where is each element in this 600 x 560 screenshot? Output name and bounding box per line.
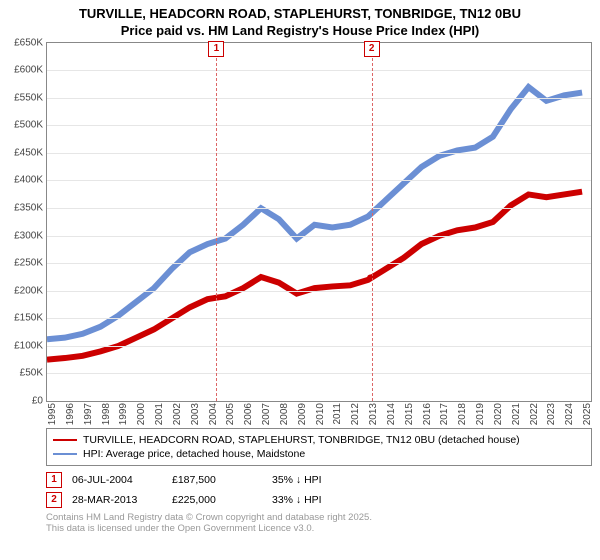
title-line-1: TURVILLE, HEADCORN ROAD, STAPLEHURST, TO… [8, 6, 592, 23]
y-axis-label: £100K [14, 340, 47, 351]
event-row: 2 28-MAR-2013 £225,000 33% ↓ HPI [46, 490, 592, 510]
plot-wrap: £0£50K£100K£150K£200K£250K£300K£350K£400… [46, 42, 592, 422]
legend: TURVILLE, HEADCORN ROAD, STAPLEHURST, TO… [46, 428, 592, 466]
x-axis-label: 2000 [136, 403, 147, 425]
event-badge: 1 [208, 41, 224, 57]
x-axis-label: 2018 [457, 403, 468, 425]
x-axis-label: 2015 [404, 403, 415, 425]
legend-label: HPI: Average price, detached house, Maid… [83, 448, 305, 460]
x-axis-label: 2006 [243, 403, 254, 425]
x-axis-label: 2014 [386, 403, 397, 425]
legend-row: HPI: Average price, detached house, Maid… [53, 447, 585, 461]
y-axis-label: £250K [14, 258, 47, 269]
x-axis-label: 2016 [422, 403, 433, 425]
gridline [47, 236, 591, 237]
legend-row: TURVILLE, HEADCORN ROAD, STAPLEHURST, TO… [53, 433, 585, 447]
gridline [47, 125, 591, 126]
legend-swatch [53, 439, 77, 441]
event-price: £187,500 [172, 474, 262, 486]
event-row-badge: 1 [46, 472, 62, 488]
gridline [47, 291, 591, 292]
event-delta: 33% ↓ HPI [272, 494, 362, 506]
y-axis-label: £200K [14, 285, 47, 296]
y-axis-label: £50K [20, 368, 47, 379]
gridline [47, 70, 591, 71]
footnote-line-2: This data is licensed under the Open Gov… [46, 523, 592, 534]
x-axis-label: 2021 [511, 403, 522, 425]
event-marker-line [372, 43, 373, 401]
y-axis-label: £450K [14, 147, 47, 158]
event-date: 28-MAR-2013 [72, 494, 162, 506]
y-axis-label: £150K [14, 313, 47, 324]
legend-label: TURVILLE, HEADCORN ROAD, STAPLEHURST, TO… [83, 434, 520, 446]
gridline [47, 180, 591, 181]
x-axis-label: 1995 [47, 403, 58, 425]
gridline [47, 153, 591, 154]
event-date: 06-JUL-2004 [72, 474, 162, 486]
x-axis-label: 2007 [261, 403, 272, 425]
event-row: 1 06-JUL-2004 £187,500 35% ↓ HPI [46, 470, 592, 490]
y-axis-label: £300K [14, 230, 47, 241]
x-axis-label: 1997 [83, 403, 94, 425]
y-axis-label: £500K [14, 120, 47, 131]
event-badge: 2 [364, 41, 380, 57]
legend-swatch [53, 453, 77, 455]
gridline [47, 263, 591, 264]
x-axis-label: 2012 [350, 403, 361, 425]
x-axis-label: 1996 [65, 403, 76, 425]
gridline [47, 346, 591, 347]
y-axis-label: £0 [32, 395, 47, 406]
y-axis-label: £550K [14, 92, 47, 103]
x-axis-label: 2019 [475, 403, 486, 425]
x-axis-label: 2013 [368, 403, 379, 425]
x-axis-label: 1998 [101, 403, 112, 425]
gridline [47, 208, 591, 209]
y-axis-label: £400K [14, 175, 47, 186]
series-svg [47, 43, 591, 401]
x-axis-label: 2004 [208, 403, 219, 425]
y-axis-label: £350K [14, 203, 47, 214]
plot-area: £0£50K£100K£150K£200K£250K£300K£350K£400… [46, 42, 592, 402]
sales-events-table: 1 06-JUL-2004 £187,500 35% ↓ HPI 2 28-MAR-201… [46, 470, 592, 510]
gridline [47, 318, 591, 319]
gridline [47, 98, 591, 99]
x-axis-label: 2002 [172, 403, 183, 425]
x-axis-label: 2003 [190, 403, 201, 425]
x-axis-label: 2023 [546, 403, 557, 425]
x-axis-label: 2008 [279, 403, 290, 425]
x-axis-label: 2020 [493, 403, 504, 425]
price-chart: TURVILLE, HEADCORN ROAD, STAPLEHURST, TO… [0, 0, 600, 535]
gridline [47, 373, 591, 374]
event-marker-line [216, 43, 217, 401]
x-axis-label: 2024 [564, 403, 575, 425]
series-line-price_paid [47, 191, 582, 359]
footnote-line-1: Contains HM Land Registry data © Crown c… [46, 512, 592, 523]
y-axis-label: £650K [14, 37, 47, 48]
event-price: £225,000 [172, 494, 262, 506]
event-row-badge: 2 [46, 492, 62, 508]
x-axis-label: 2005 [225, 403, 236, 425]
x-axis-label: 2011 [332, 403, 343, 425]
x-axis-label: 2025 [582, 403, 593, 425]
x-axis-label: 2010 [315, 403, 326, 425]
x-axis-label: 2001 [154, 403, 165, 425]
y-axis-label: £600K [14, 65, 47, 76]
title-line-2: Price paid vs. HM Land Registry's House … [8, 23, 592, 40]
chart-title: TURVILLE, HEADCORN ROAD, STAPLEHURST, TO… [0, 0, 600, 42]
event-delta: 35% ↓ HPI [272, 474, 362, 486]
x-axis-label: 1999 [118, 403, 129, 425]
footnote: Contains HM Land Registry data © Crown c… [46, 512, 592, 535]
x-axis-label: 2017 [439, 403, 450, 425]
x-axis-label: 2022 [529, 403, 540, 425]
x-axis-label: 2009 [297, 403, 308, 425]
